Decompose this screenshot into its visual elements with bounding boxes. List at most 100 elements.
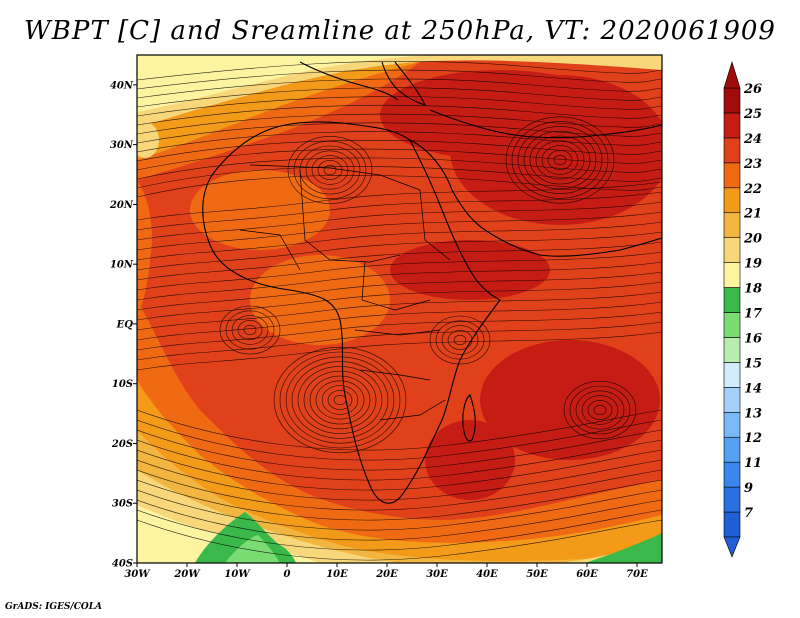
colorbar-label: 23 (743, 157, 762, 172)
x-tick-label: 30E (426, 569, 448, 580)
colorbar-segment (723, 387, 741, 413)
map-title: WBPT [C] and Sreamline at 250hPa, VT: 20… (24, 16, 776, 46)
vortex-ring (575, 390, 625, 430)
colorbar-label: 25 (743, 107, 762, 122)
colorbar-segment (723, 436, 741, 463)
y-tick-label: 40N (110, 80, 134, 91)
colorbar-label: 7 (744, 506, 753, 521)
colorbar-segment (723, 312, 741, 338)
vortex-ring (327, 390, 353, 410)
vortex-ring (285, 356, 395, 444)
vortex-ring (553, 154, 567, 166)
x-tick-label: 30W (124, 569, 151, 580)
vortex-ring (535, 140, 585, 180)
x-tick-label: 50E (526, 569, 548, 580)
vortex-ring (511, 121, 609, 199)
colorbar-segment (723, 362, 741, 388)
x-tick-label: 70E (626, 569, 648, 580)
grads-credit: GrADS: IGES/COLA (5, 602, 103, 612)
vortex-ring (305, 150, 355, 190)
colorbar-segment (723, 262, 741, 288)
wbpt-shaded-field (137, 55, 662, 563)
x-tick-label: 20W (173, 569, 201, 580)
country-borders-layer (239, 164, 451, 421)
colorbar: 7 9 11 12 13 14 15 16 17 18 19 20 21 22 23 24 25 26 (723, 60, 762, 558)
vortex-ring (293, 140, 367, 200)
vortex-ring (587, 400, 613, 420)
vortex-ring (441, 325, 479, 355)
colorbar-segment (723, 187, 741, 214)
vortex-ring (297, 366, 383, 434)
colorbar-top-arrow (723, 60, 741, 89)
x-tick-label: 0 (284, 569, 291, 580)
colorbar-segment (723, 237, 741, 263)
colorbar-label: 17 (744, 307, 762, 322)
vortex-ring (581, 395, 619, 425)
colorbar-segment (723, 486, 741, 513)
colorbar-label: 13 (744, 406, 762, 421)
vortex-ring (505, 116, 615, 204)
vortex-ring (547, 150, 573, 170)
vortex-ring (291, 361, 389, 439)
colorbar-segment (723, 337, 741, 363)
colorbar-label: 16 (744, 331, 762, 346)
colorbar-label: 20 (743, 232, 762, 247)
y-tick-label: 10N (110, 260, 134, 271)
y-tick-label: EQ (116, 319, 134, 330)
map-frame (136, 54, 663, 564)
colorbar-bottom-arrow (723, 536, 741, 558)
vortex-ring (225, 310, 275, 350)
vortex-ring (593, 404, 607, 416)
colorbar-label: 14 (744, 381, 762, 396)
colorbar-segment (723, 112, 741, 139)
vortex-ring (429, 315, 491, 365)
vortex-ring (321, 385, 359, 415)
vortex-ring (569, 385, 631, 435)
vortex-ring (231, 315, 269, 345)
y-tick-label: 10S (112, 379, 133, 390)
colorbar-label: 18 (744, 282, 762, 297)
streamlines-layer (137, 60, 662, 561)
y-tick-label: 30N (110, 140, 134, 151)
colorbar-segment (723, 411, 741, 438)
colorbar-segment (723, 212, 741, 238)
colorbar-segment (723, 137, 741, 164)
vortex-ring (517, 126, 603, 194)
vortex-ring (287, 136, 373, 204)
vortex-ring (563, 380, 637, 440)
x-tick-label: 40E (476, 569, 498, 580)
colorbar-segment (723, 87, 741, 114)
colorbar-label: 12 (744, 431, 762, 446)
x-tick-label: 10E (326, 569, 348, 580)
x-tick-label: 10W (224, 569, 251, 580)
vortex-ring (315, 380, 365, 420)
vortex-ring (243, 324, 257, 336)
colorbar-label: 22 (743, 182, 762, 197)
colorbar-label: 19 (744, 257, 762, 272)
colorbar-label: 9 (744, 481, 753, 496)
vortex-ring (541, 145, 579, 175)
colorbar-label: 11 (744, 456, 762, 471)
vortex-ring (279, 351, 401, 449)
colorbar-label: 24 (743, 132, 762, 147)
vortex-ring (219, 305, 281, 355)
vortex-ring (309, 375, 371, 425)
y-tick-label: 40S (112, 559, 133, 570)
vortex-ring (303, 370, 377, 430)
y-tick-label: 30S (112, 499, 133, 510)
vortex-ring (523, 130, 597, 190)
vortex-ring (453, 334, 467, 346)
colorbar-segment (723, 162, 741, 189)
vortex-ring (311, 155, 349, 185)
colorbar-label: 21 (743, 207, 762, 222)
vortex-ring (273, 346, 407, 454)
map-axes: 30W 20W 10W 0 10E 20E 30E 40E 50E 60E 70E 40N 30N 20N… (109, 80, 648, 580)
vortex-ring (323, 164, 337, 176)
y-tick-label: 20S (111, 439, 133, 450)
x-tick-label: 20E (375, 569, 398, 580)
coastlines-layer (202, 61, 662, 504)
colorbar-segment (723, 511, 741, 538)
colorbar-segment (723, 287, 741, 313)
streamline-paths (137, 60, 662, 561)
